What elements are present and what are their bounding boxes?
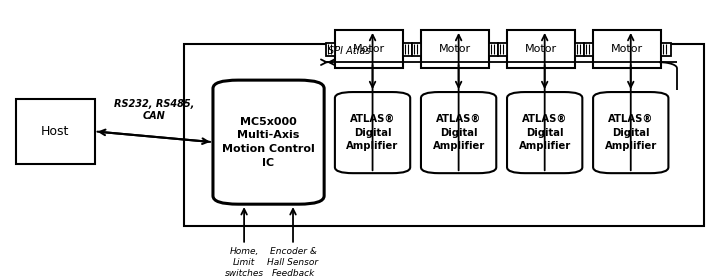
Bar [412, 42, 421, 56]
Bar [16, 99, 94, 163]
Text: ATLAS®
Digital
Amplifier: ATLAS® Digital Amplifier [433, 114, 485, 151]
Text: ATLAS®
Digital
Amplifier: ATLAS® Digital Amplifier [346, 114, 399, 151]
Text: ATLAS®
Digital
Amplifier: ATLAS® Digital Amplifier [518, 114, 571, 151]
Bar [489, 42, 498, 56]
Text: SPI Atlas: SPI Atlas [328, 46, 370, 56]
Bar [421, 30, 489, 68]
Bar [593, 30, 661, 68]
Text: Home,
Limit
switches: Home, Limit switches [225, 247, 264, 278]
FancyBboxPatch shape [421, 92, 496, 173]
Bar [584, 42, 593, 56]
Text: Encoder &
Hall Sensor
Feedback: Encoder & Hall Sensor Feedback [267, 247, 318, 278]
Bar [575, 42, 585, 56]
Bar [498, 42, 507, 56]
Text: Motor: Motor [439, 44, 471, 54]
Bar [184, 44, 704, 226]
Bar [661, 42, 670, 56]
Bar [335, 30, 403, 68]
Text: Host: Host [41, 125, 69, 138]
Text: ATLAS®
Digital
Amplifier: ATLAS® Digital Amplifier [605, 114, 657, 151]
Bar [403, 42, 413, 56]
Text: MC5x000
Multi-Axis
Motion Control
IC: MC5x000 Multi-Axis Motion Control IC [222, 117, 315, 168]
Bar [325, 42, 335, 56]
FancyBboxPatch shape [335, 92, 410, 173]
Text: Motor: Motor [353, 44, 385, 54]
Text: Motor: Motor [611, 44, 643, 54]
FancyBboxPatch shape [507, 92, 582, 173]
Text: Motor: Motor [525, 44, 557, 54]
Bar [507, 30, 575, 68]
FancyBboxPatch shape [593, 92, 668, 173]
FancyBboxPatch shape [213, 80, 324, 204]
Text: RS232, RS485,
CAN: RS232, RS485, CAN [114, 99, 194, 121]
